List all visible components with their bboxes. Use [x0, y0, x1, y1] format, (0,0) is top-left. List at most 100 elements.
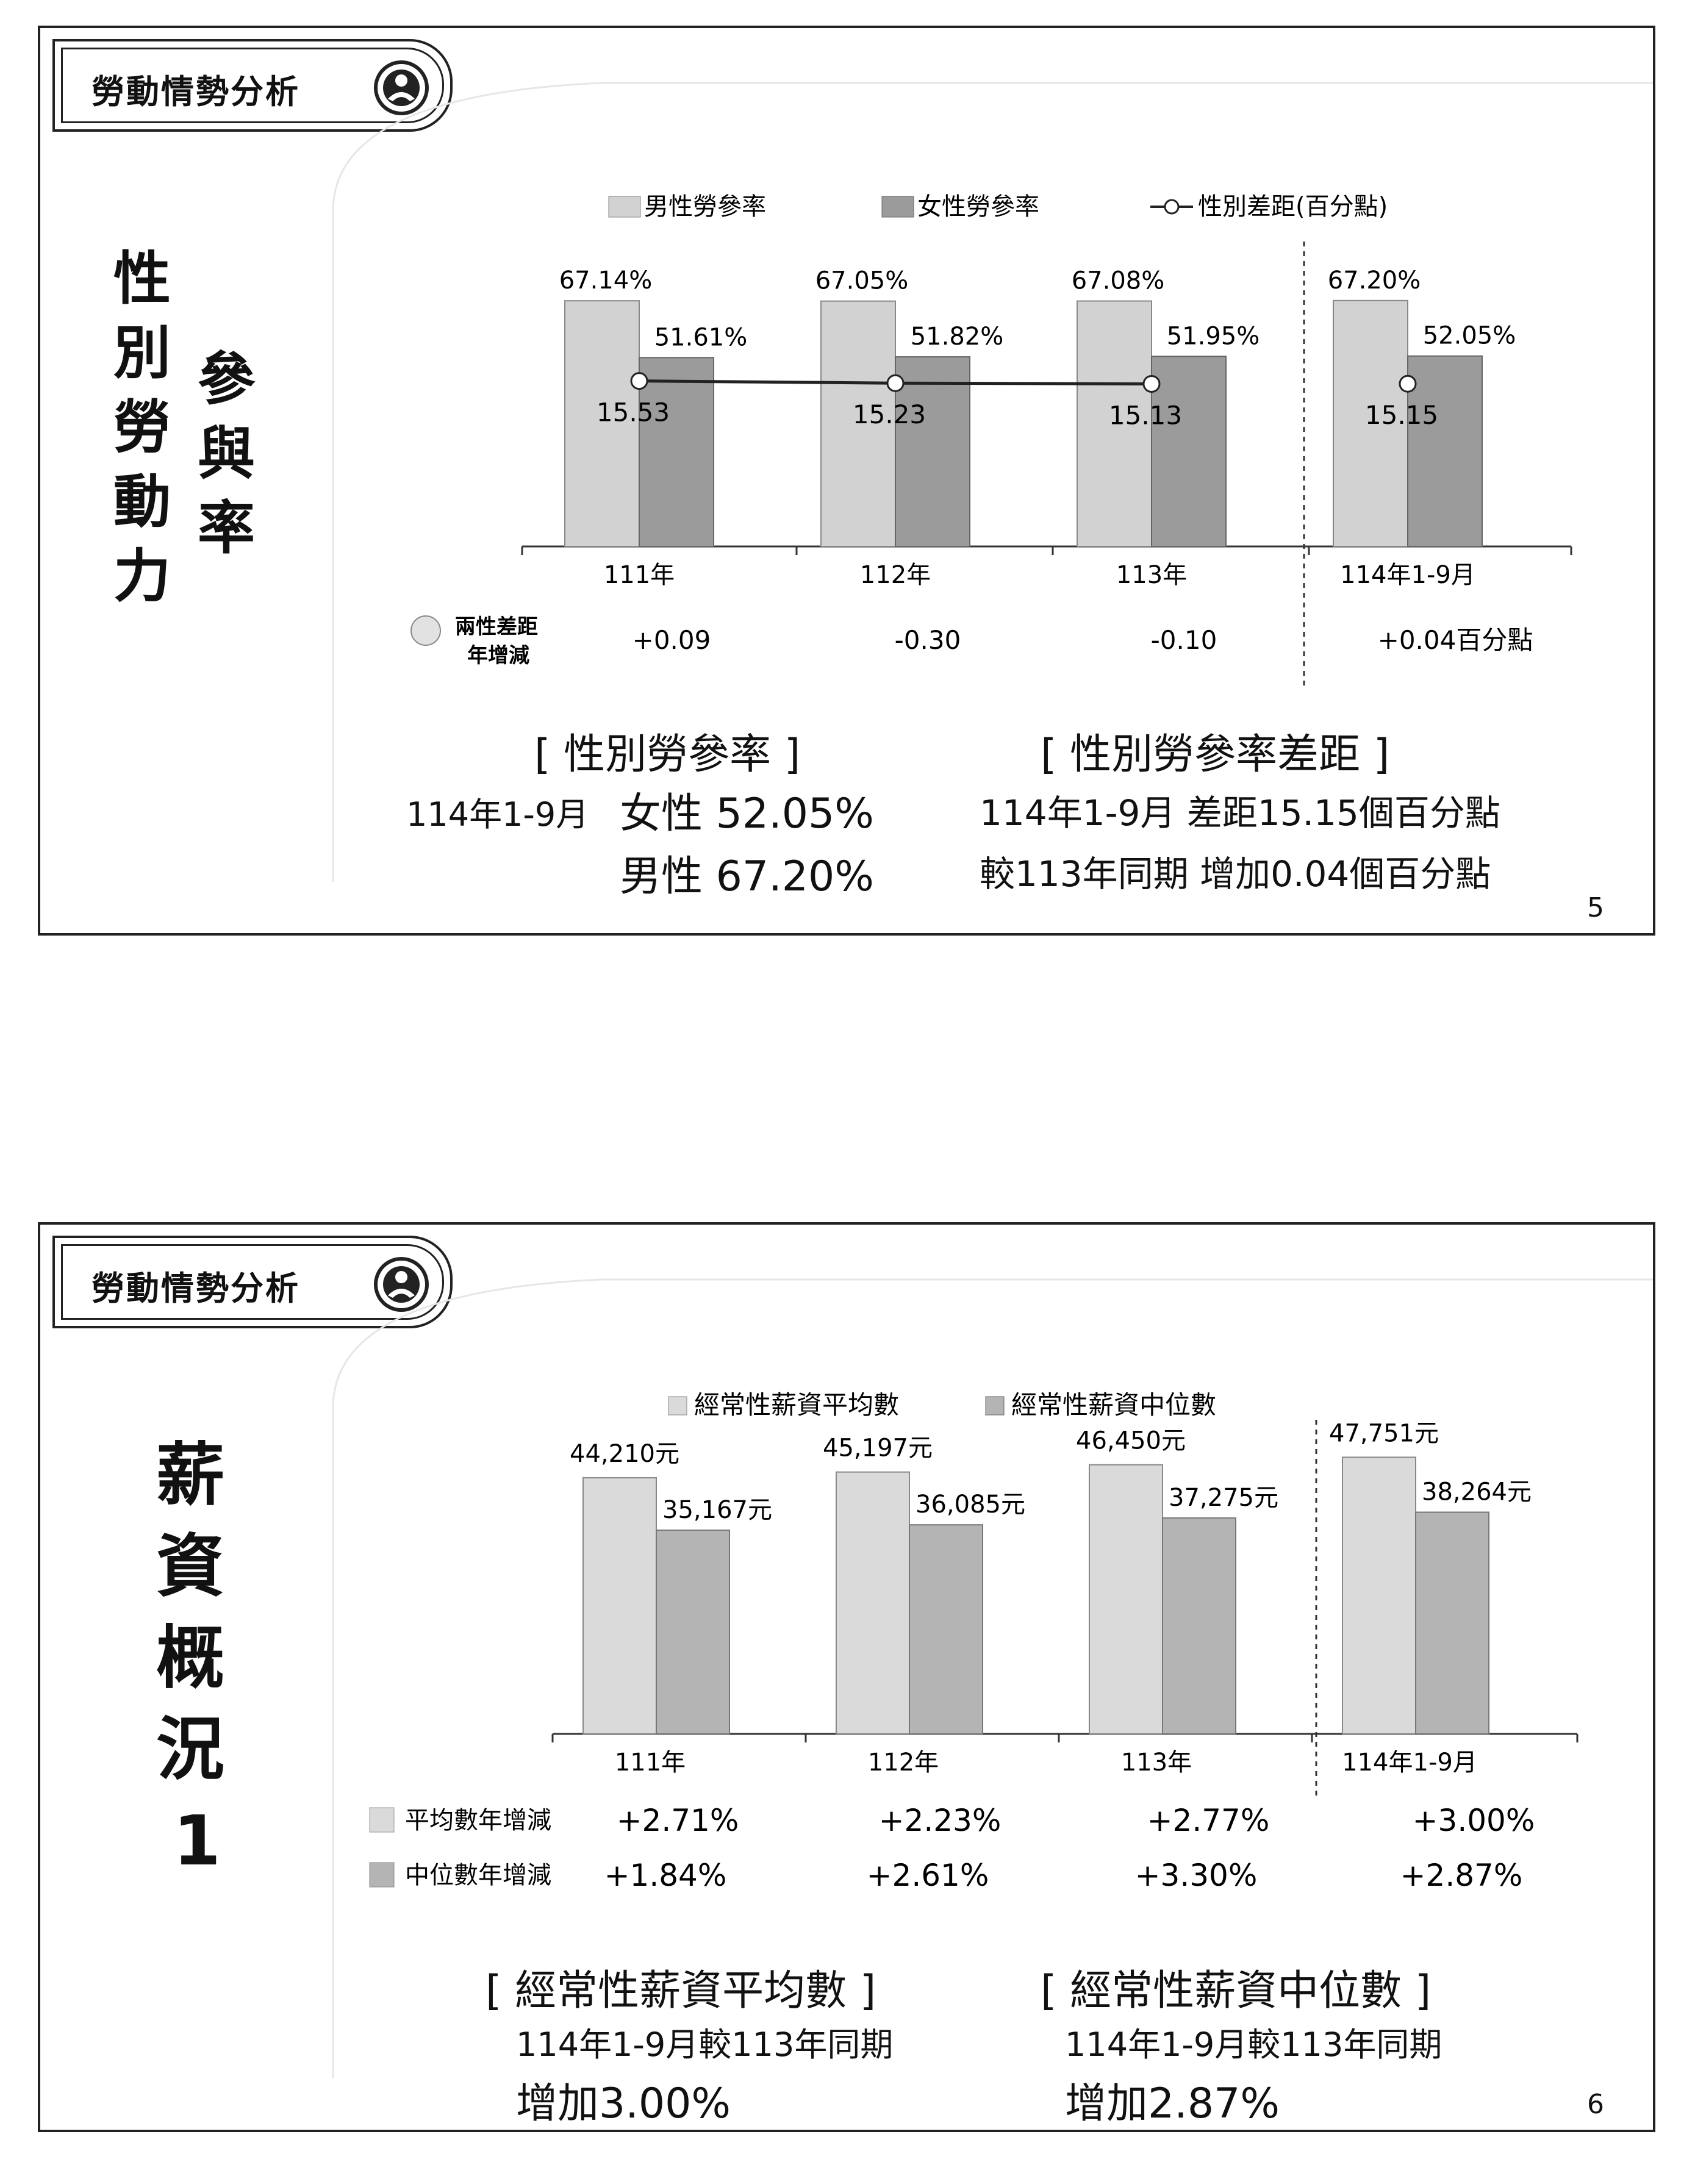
- title-char: 別: [113, 320, 171, 387]
- legend-gap: 性別差距(百分點): [1198, 193, 1388, 221]
- summary-right-line1: 114年1-9月較113年同期: [1065, 2025, 1442, 2064]
- summary-right-line1: 114年1-9月 差距15.15個百分點: [980, 792, 1500, 834]
- page-number: 6: [1587, 2089, 1604, 2120]
- label-average: 47,751元: [1329, 1419, 1439, 1447]
- bar-female: [895, 356, 970, 548]
- label-average: 45,197元: [823, 1434, 933, 1463]
- x-tick-label: 111年: [604, 561, 675, 589]
- slide-title-col1: 薪 資 概 況 1: [156, 1441, 224, 1899]
- med-row-value: +2.87%: [1400, 1858, 1523, 1893]
- label-female: 51.82%: [911, 323, 1004, 351]
- diff-row-value: +0.09: [632, 625, 711, 655]
- bar-median: [909, 1524, 983, 1735]
- title-char: 資: [156, 1527, 224, 1606]
- x-tick-label: 114年1-9月: [1342, 1749, 1477, 1777]
- legend-swatch-median: [985, 1396, 1005, 1416]
- legend-swatch-male: [608, 196, 641, 218]
- diff-row-label-1: 兩性差距: [455, 615, 538, 639]
- med-row-label: 中位數年增減: [405, 1861, 551, 1889]
- title-char: 參: [198, 346, 256, 413]
- title-char: 動: [113, 469, 171, 535]
- label-average: 44,210元: [570, 1440, 679, 1468]
- label-average: 46,450元: [1076, 1427, 1186, 1455]
- section-tag: 勞動情勢分析: [52, 39, 453, 132]
- section-tag-label: 勞動情勢分析: [91, 1269, 300, 1308]
- bar-average: [1342, 1456, 1416, 1735]
- diff-row-marker-icon: [410, 615, 441, 646]
- summary-left-period: 114年1-9月: [406, 795, 589, 834]
- label-median: 37,275元: [1169, 1484, 1278, 1512]
- bar-male: [564, 300, 640, 547]
- diff-row-value: -0.10: [1151, 625, 1217, 655]
- slide-title-col1: 性 別 勞 動 力: [113, 251, 171, 623]
- label-median: 35,167元: [662, 1496, 772, 1524]
- gap-marker: [1142, 374, 1161, 393]
- participation-chart: 男性勞參率 女性勞參率 性別差距(百分點) 67.14%51.61% 111年 67…: [332, 82, 1653, 882]
- summary-left-title: [ 性別勞參率 ]: [534, 731, 801, 779]
- section-tag: 勞動情勢分析: [52, 1236, 453, 1328]
- bar-average: [582, 1477, 657, 1735]
- legend-male: 男性勞參率: [644, 193, 766, 221]
- label-female: 52.05%: [1423, 322, 1516, 350]
- legend-swatch-female: [881, 196, 914, 218]
- x-tick-label: 112年: [868, 1749, 939, 1777]
- avg-row-value: +3.00%: [1413, 1803, 1535, 1838]
- avg-row-value: +2.23%: [879, 1803, 1002, 1838]
- bar-median: [1415, 1511, 1489, 1735]
- page-number: 5: [1587, 892, 1604, 923]
- avg-row-label: 平均數年增減: [405, 1806, 551, 1835]
- title-char: 力: [113, 543, 171, 610]
- diff-row-label-2: 年增減: [467, 643, 529, 668]
- legend-median: 經常性薪資中位數: [1011, 1390, 1216, 1420]
- label-median: 38,264元: [1422, 1478, 1532, 1506]
- title-char: 薪: [156, 1436, 224, 1515]
- bar-male: [1077, 300, 1152, 547]
- section-tag-label: 勞動情勢分析: [91, 73, 300, 111]
- legend-female: 女性勞參率: [917, 193, 1039, 221]
- gap-marker: [630, 372, 648, 390]
- x-tick-label: 113年: [1121, 1749, 1192, 1777]
- label-male: 67.14%: [559, 267, 653, 295]
- label-male: 67.20%: [1328, 267, 1421, 295]
- slide-labor-participation: 勞動情勢分析 性 別 勞 動 力 參 與 率 男性勞參率 女性勞參率 性別差距(…: [38, 26, 1655, 936]
- ministry-logo-icon: [374, 1257, 429, 1312]
- gap-label: 15.15: [1365, 400, 1438, 430]
- med-row-value: +2.61%: [867, 1858, 989, 1893]
- med-row-value: +3.30%: [1135, 1858, 1258, 1893]
- gap-label: 15.53: [597, 398, 670, 428]
- label-male: 67.08%: [1072, 267, 1165, 295]
- summary-right-title: [ 性別勞參率差距 ]: [1041, 731, 1390, 779]
- x-tick-label: 114年1-9月: [1340, 561, 1475, 589]
- summary-right-title: [ 經常性薪資中位數 ]: [1041, 1967, 1432, 2015]
- x-tick-label: 111年: [615, 1749, 686, 1777]
- summary-left-male: 男性 67.20%: [620, 853, 874, 901]
- label-median: 36,085元: [916, 1491, 1025, 1519]
- slide-wage-overview: 勞動情勢分析 薪 資 概 況 1 經常性薪資平均數 經常性薪資中位數 44,21…: [38, 1222, 1655, 2132]
- summary-left-title: [ 經常性薪資平均數 ]: [486, 1967, 876, 2015]
- label-male: 67.05%: [815, 267, 909, 295]
- gap-label: 15.13: [1109, 400, 1182, 430]
- title-char: 概: [156, 1619, 224, 1698]
- x-tick-label: 113年: [1116, 561, 1187, 589]
- legend-avg: 經常性薪資平均數: [694, 1390, 899, 1420]
- x-tick-label: 112年: [860, 561, 931, 589]
- gap-label: 15.23: [853, 399, 926, 429]
- title-char: 性: [113, 246, 171, 312]
- med-row-swatch: [369, 1862, 395, 1888]
- ministry-logo-icon: [374, 60, 429, 115]
- summary-left-female: 女性 52.05%: [620, 790, 874, 838]
- diff-row-value: +0.04百分點: [1378, 625, 1533, 655]
- label-female: 51.95%: [1167, 322, 1260, 350]
- bar-female: [1407, 355, 1483, 547]
- wage-chart: 經常性薪資平均數 經常性薪資中位數 44,210元 35,167元 111年 45,1…: [332, 1278, 1653, 2078]
- summary-left-line2: 增加3.00%: [516, 2080, 731, 2128]
- bar-male: [820, 300, 896, 547]
- bar-average: [836, 1471, 910, 1735]
- gap-marker: [886, 374, 905, 392]
- avg-row-value: +2.77%: [1147, 1803, 1270, 1838]
- bar-average: [1089, 1464, 1163, 1735]
- bar-median: [656, 1529, 730, 1735]
- slide-title-col2: 參 與 率: [198, 351, 255, 575]
- avg-row-swatch: [369, 1807, 395, 1833]
- label-female: 51.61%: [654, 323, 748, 351]
